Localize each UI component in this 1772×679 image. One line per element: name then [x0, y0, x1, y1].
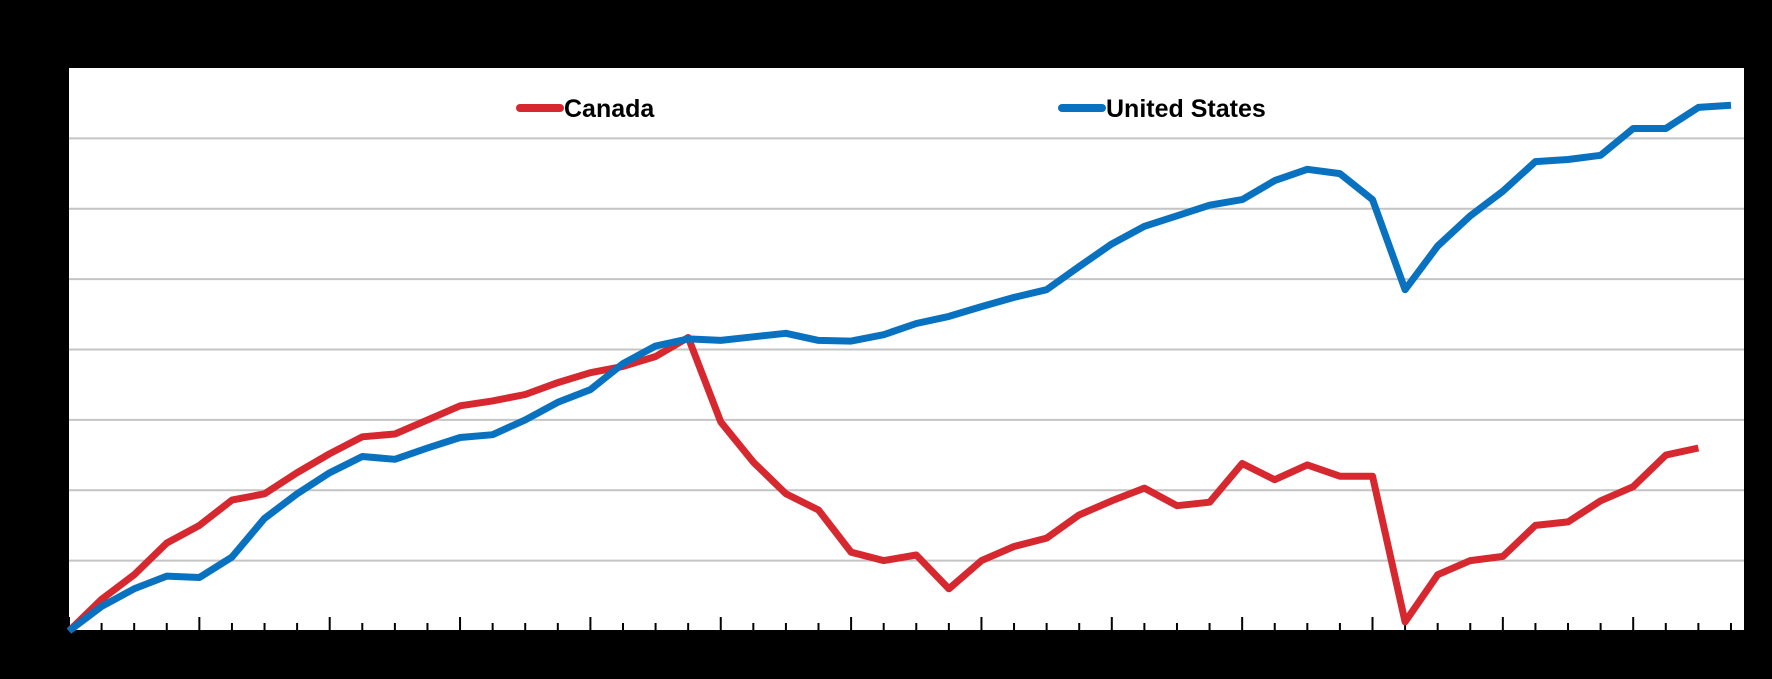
series-layer [66, 101, 1732, 634]
legend-label-united-states: United States [1106, 95, 1266, 123]
gridlines [69, 137, 1744, 562]
legend: Canada United States [516, 95, 1266, 123]
series-line-united-states [66, 101, 1732, 634]
legend-label-canada: Canada [564, 95, 655, 123]
series-line-canada [66, 334, 1700, 634]
